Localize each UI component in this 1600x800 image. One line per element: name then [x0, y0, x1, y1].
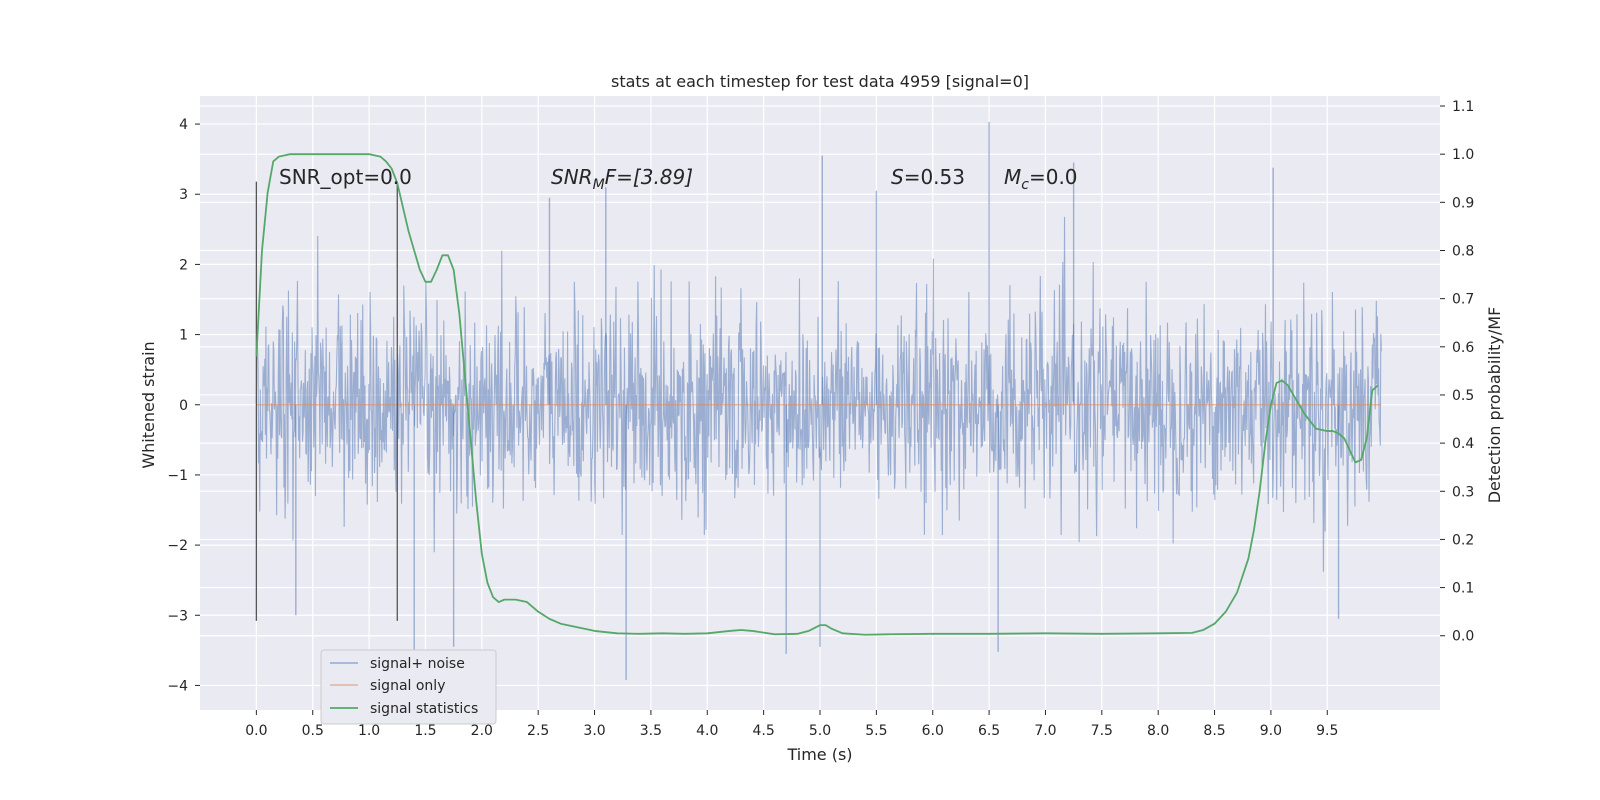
x-tick-label: 4.0 [696, 723, 718, 739]
y2-tick-label: 0.4 [1452, 436, 1474, 452]
x-tick-label: 6.0 [922, 723, 944, 739]
x-tick-label: 5.5 [865, 723, 887, 739]
noise-series [255, 121, 1382, 680]
signal-statistics-series [255, 153, 1379, 636]
legend-box [320, 649, 497, 725]
legend: signal+ noise signal only signal statist… [320, 649, 497, 725]
y-tick-label: 4 [179, 117, 188, 133]
y-tick-label: 1 [179, 328, 188, 344]
y-tick-label: 3 [179, 187, 188, 203]
y2-tick-label: 0.9 [1452, 195, 1474, 211]
x-tick-label: 0.0 [245, 723, 267, 739]
legend-label-signal-statistics: signal statistics [370, 701, 478, 717]
x-tick-label: 7.5 [1091, 723, 1113, 739]
y-tick-label: −4 [167, 678, 188, 694]
legend-label-signal-only: signal only [370, 678, 445, 694]
x-tick-label: 1.0 [358, 723, 380, 739]
y-tick-label: 2 [179, 257, 188, 273]
x-axis-label: Time (s) [786, 745, 852, 764]
legend-label-noise: signal+ noise [370, 656, 465, 672]
x-tick-label: 1.5 [414, 723, 436, 739]
noise-trace [255, 216, 1382, 572]
annotation-mc-symbol: M [1004, 165, 1021, 189]
signal-statistics-line [255, 153, 1379, 636]
annotation-snr-opt: SNR_opt=0.0 [279, 165, 412, 189]
annotation-snr-mf-value: F=[3.89] [605, 165, 693, 189]
x-tick-label: 8.0 [1147, 723, 1169, 739]
annotation-mc: Mc=0.0 [1004, 165, 1078, 193]
y-axis-label: Whitened strain [139, 341, 158, 468]
y2-tick-label: 0.7 [1452, 292, 1474, 308]
x-ticks: 0.0 0.5 1.0 1.5 2.0 2.5 3.0 3.5 4.0 4.5 5.0 5.5 6.0 6… [245, 710, 1338, 739]
annotation-snr-mf-symbol: SNR [551, 165, 593, 189]
x-tick-label: 0.5 [302, 723, 324, 739]
x-tick-label: 9.0 [1260, 723, 1282, 739]
vertical-lines [255, 181, 398, 621]
annotation-snr-mf-subscript: M [593, 177, 605, 193]
y-tick-label: −3 [167, 608, 188, 624]
x-tick-label: 3.0 [583, 723, 605, 739]
x-tick-label: 9.5 [1316, 723, 1338, 739]
y-tick-label: 0 [179, 398, 188, 414]
y2-tick-label: 0.3 [1452, 484, 1474, 500]
y2-tick-label: 0.8 [1452, 243, 1474, 259]
x-tick-label: 8.5 [1203, 723, 1225, 739]
y2-tick-label: 1.0 [1452, 147, 1474, 163]
y2-axis-label: Detection probability/MF [1485, 307, 1504, 504]
annotation-s-symbol: S [891, 165, 904, 189]
y-tick-label: −2 [167, 538, 188, 554]
x-tick-label: 7.0 [1034, 723, 1056, 739]
y2-tick-label: 0.6 [1452, 340, 1474, 356]
y2-tick-label: 0.2 [1452, 532, 1474, 548]
y-ticks: 4 3 2 1 0 −1 −2 −3 −4 [167, 117, 200, 694]
y2-ticks: 1.1 1.0 0.9 0.8 0.7 0.6 0.5 0.4 0.3 0.2 0.1 0.0 [1440, 99, 1474, 645]
annotation-snr-mf: SNRMF=[3.89] [551, 165, 693, 193]
x-tick-label: 6.5 [978, 723, 1000, 739]
chart-title: stats at each timestep for test data 495… [611, 72, 1029, 91]
y2-tick-label: 1.1 [1452, 99, 1474, 115]
x-tick-label: 5.0 [809, 723, 831, 739]
x-tick-label: 4.5 [753, 723, 775, 739]
y2-tick-label: 0.1 [1452, 581, 1474, 597]
annotation-s: S=0.53 [891, 165, 965, 189]
y2-tick-label: 0.5 [1452, 388, 1474, 404]
y2-tick-label: 0.0 [1452, 629, 1474, 645]
x-tick-label: 2.5 [527, 723, 549, 739]
annotation-mc-subscript: c [1021, 177, 1029, 193]
annotation-mc-value: =0.0 [1029, 165, 1078, 189]
x-tick-label: 3.5 [640, 723, 662, 739]
y-tick-label: −1 [167, 468, 188, 484]
annotation-s-value: =0.53 [904, 165, 965, 189]
x-tick-label: 2.0 [471, 723, 493, 739]
